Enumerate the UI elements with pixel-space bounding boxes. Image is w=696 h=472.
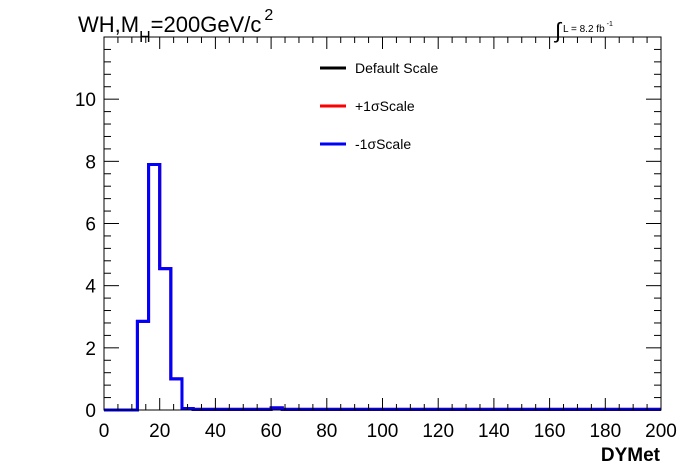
integral-symbol: ∫ [555, 18, 562, 43]
series-line-2 [104, 162, 661, 412]
title-superscript: 2 [264, 7, 274, 24]
y-tick-label: 6 [85, 215, 96, 236]
legend-label-2: -1σScale [355, 136, 411, 152]
series-layer [104, 162, 661, 412]
x-tick-label: 100 [367, 421, 399, 442]
title-prefix: WH,M [78, 12, 140, 37]
lumi-superscript: -1 [606, 21, 613, 28]
lumi-text: L = 8.2 fb [563, 24, 605, 35]
y-tick-label: 2 [85, 339, 96, 360]
y-tick-label: 10 [75, 90, 96, 111]
x-axis-label: DYMet [601, 445, 661, 466]
y-tick-label: 0 [85, 401, 96, 422]
x-tick-label: 160 [534, 421, 566, 442]
series-line-0 [104, 162, 661, 412]
x-tick-label: 200 [645, 421, 677, 442]
series-line-1 [104, 162, 661, 412]
x-tick-label: 0 [99, 421, 110, 442]
x-tick-label: 60 [261, 421, 282, 442]
axis-layer: 0 20 40 60 80 100 120 140 160 180 200 0 2 4 6 8 10 [75, 37, 677, 442]
legend: Default Scale +1σScale -1σScale [320, 60, 438, 152]
y-tick-label: 8 [85, 152, 96, 173]
x-tick-label: 180 [589, 421, 621, 442]
x-tick-label: 80 [316, 421, 337, 442]
x-tick-label: 140 [478, 421, 510, 442]
x-tick-label: 40 [205, 421, 226, 442]
title-main: =200GeV/c [150, 12, 262, 37]
x-tick-label: 20 [149, 421, 170, 442]
plot-frame [103, 36, 662, 411]
legend-label-1: +1σScale [355, 98, 415, 114]
luminosity-label: ∫ L = 8.2 fb -1 [555, 12, 613, 43]
y-tick-label: 4 [85, 277, 96, 298]
legend-label-0: Default Scale [355, 60, 438, 76]
x-tick-label: 120 [422, 421, 454, 442]
